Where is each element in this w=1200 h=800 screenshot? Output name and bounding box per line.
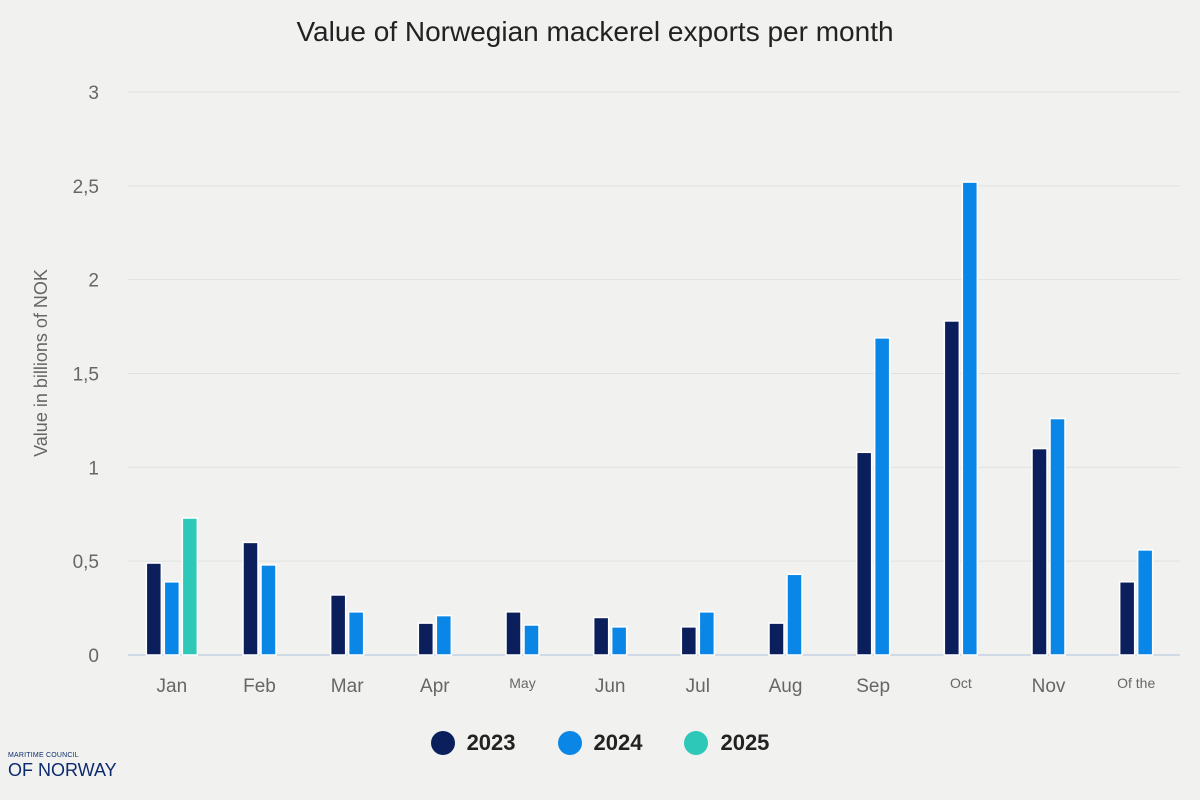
bar-2023-sep xyxy=(855,451,873,656)
x-tick-label: Nov xyxy=(1032,676,1066,697)
y-tick-label: 1,5 xyxy=(73,365,99,386)
chart-title: Value of Norwegian mackerel exports per … xyxy=(296,16,894,47)
bar-2023-oct xyxy=(943,320,961,656)
x-tick-label: Feb xyxy=(243,676,276,697)
bar-2024-of-the xyxy=(1136,549,1154,656)
legend-swatch xyxy=(684,731,709,755)
x-tick-label: Jun xyxy=(595,676,626,697)
bar-2024-jun xyxy=(610,626,628,656)
y-tick-label: 0 xyxy=(88,646,99,667)
bar-2024-aug xyxy=(786,573,803,656)
x-axis-ticks: Jan Feb Mar Apr May Jun Jul Aug Sep Oct Nov Of the xyxy=(157,675,1156,697)
legend-label: 2024 xyxy=(593,730,643,755)
x-tick-label: Sep xyxy=(856,676,890,697)
bar-2024-may xyxy=(523,624,540,656)
bar-2024-feb xyxy=(260,564,277,656)
bar-2023-jan xyxy=(145,562,163,656)
legend-swatch xyxy=(430,731,455,755)
x-tick-label: Jul xyxy=(686,676,710,697)
logo-top-text: MARITIME COUNCIL xyxy=(8,752,79,759)
bar-2024-apr xyxy=(435,614,453,656)
bar-2023-jun xyxy=(592,616,610,656)
bar-2024-oct xyxy=(961,181,979,656)
bar-2024-sep xyxy=(873,337,891,656)
bar-2024-jan xyxy=(163,581,181,656)
x-tick-label: Of the xyxy=(1117,675,1155,691)
y-tick-label: 2 xyxy=(88,271,99,292)
logo-bottom-text: OF NORWAY xyxy=(8,760,117,780)
bar-2023-aug xyxy=(768,622,785,656)
legend-item-2025[interactable]: 2025 xyxy=(684,730,769,756)
bar-2023-of-the xyxy=(1118,581,1136,656)
bar-2023-may xyxy=(505,611,522,656)
y-tick-label: 1 xyxy=(88,458,99,479)
x-tick-label: Mar xyxy=(331,676,364,697)
y-tick-label: 2,5 xyxy=(73,177,99,198)
x-tick-label: Jan xyxy=(157,676,188,697)
bar-2024-mar xyxy=(347,611,365,656)
maritime-council-logo: MARITIME COUNCIL OF NORWAY xyxy=(8,752,117,781)
bar-2023-nov xyxy=(1031,447,1048,656)
x-tick-label: Apr xyxy=(420,676,450,697)
x-tick-label: Aug xyxy=(769,676,803,697)
bars xyxy=(145,181,1154,656)
legend-swatch xyxy=(557,731,582,755)
legend-label: 2025 xyxy=(720,730,770,755)
legend: 2023 2024 2025 xyxy=(0,730,1200,756)
legend-label: 2023 xyxy=(466,730,516,755)
x-tick-label: Oct xyxy=(950,675,972,691)
bar-2025-jan xyxy=(181,517,199,656)
y-tick-label: 0,5 xyxy=(73,552,99,573)
legend-item-2024[interactable]: 2024 xyxy=(557,730,643,756)
chart-plot: 0 0,5 1 1,5 2 2,5 3 Jan Feb Mar Apr May Jun Jul Aug Se… xyxy=(31,83,1180,697)
bar-2023-feb xyxy=(242,541,259,656)
gridlines xyxy=(128,91,1180,656)
bar-2024-jul xyxy=(698,611,716,656)
x-tick-label: May xyxy=(509,675,535,691)
y-axis-ticks: 0 0,5 1 1,5 2 2,5 3 xyxy=(73,83,99,667)
legend-item-2023[interactable]: 2023 xyxy=(430,730,516,756)
bar-2023-apr xyxy=(417,622,435,656)
bar-2024-nov xyxy=(1049,417,1066,656)
bar-2023-mar xyxy=(329,594,347,656)
y-tick-label: 3 xyxy=(88,83,99,104)
bar-2023-jul xyxy=(680,626,698,656)
y-axis-label: Value in billions of NOK xyxy=(31,269,51,457)
